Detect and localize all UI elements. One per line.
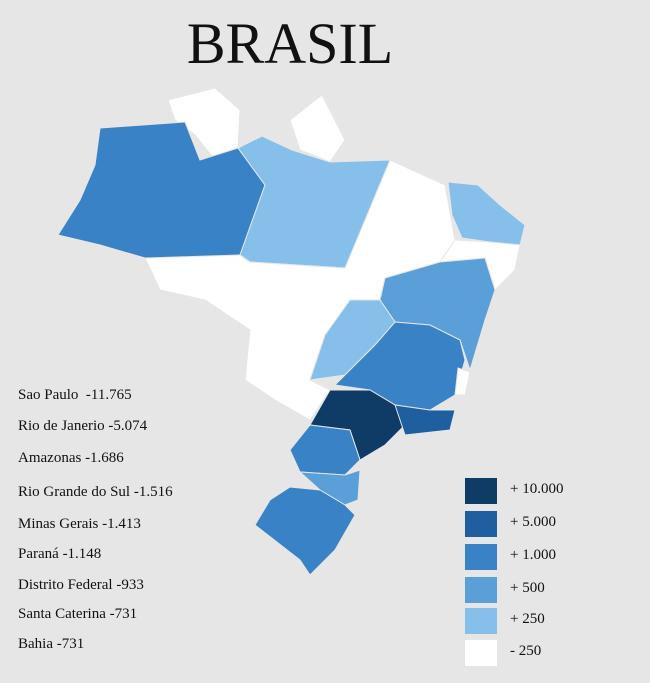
state-value: -731: [56, 636, 85, 652]
state-name: Paraná: [18, 546, 59, 562]
legend-swatch: [465, 608, 497, 634]
state-name: Distrito Federal: [18, 577, 113, 593]
state-value: -933: [116, 577, 144, 593]
state-name: Amazonas: [18, 450, 82, 466]
ranking-row: Paraná -1.148: [18, 546, 101, 563]
espirito-santo: [454, 367, 471, 396]
legend-swatch: [465, 478, 497, 504]
legend-swatch: [465, 544, 497, 570]
title: BRASIL: [186, 11, 394, 76]
state-value: -1.413: [102, 516, 141, 532]
legend-label: + 5.000: [510, 514, 556, 530]
rio: [394, 404, 456, 436]
ranking-row: Sao Paulo -11.765: [18, 387, 132, 404]
state-name: Rio Grande do Sul: [18, 484, 131, 500]
state-value: -731: [109, 606, 138, 622]
legend-label: - 250: [510, 643, 542, 659]
state-name: Bahia: [18, 636, 53, 652]
state-name: Sao Paulo: [18, 387, 79, 403]
amapa: [289, 94, 346, 163]
legend-swatch: [465, 511, 497, 537]
legend-swatch: [465, 577, 497, 603]
ranking-row: Distrito Federal -933: [18, 577, 144, 594]
legend-label: + 500: [510, 580, 545, 596]
ranking-row: Rio Grande do Sul -1.516: [18, 484, 173, 501]
legend-label: + 10.000: [510, 481, 564, 497]
state-name: Rio de Janerio: [18, 418, 105, 434]
rn-pb: [447, 181, 526, 246]
state-name: Minas Gerais: [18, 516, 99, 532]
state-value: -1.686: [85, 450, 124, 466]
legend-swatch: [465, 640, 497, 666]
legend-label: + 1.000: [510, 547, 556, 563]
ranking-row: Minas Gerais -1.413: [18, 516, 141, 533]
state-value: -1.148: [62, 546, 102, 562]
state-value: -11.765: [85, 387, 132, 403]
state-value: -1.516: [133, 484, 173, 500]
state-value: -5.074: [108, 418, 148, 434]
legend-label: + 250: [510, 611, 545, 627]
state-name: Santa Caterina: [18, 606, 106, 622]
ranking-row: Amazonas -1.686: [18, 450, 124, 467]
ranking-row: Rio de Janerio -5.074: [18, 418, 147, 435]
ranking-row: Bahia -731: [18, 636, 84, 653]
ranking-row: Santa Caterina -731: [18, 606, 137, 623]
parana: [289, 424, 361, 476]
rio-grande-do-sul: [254, 486, 356, 576]
